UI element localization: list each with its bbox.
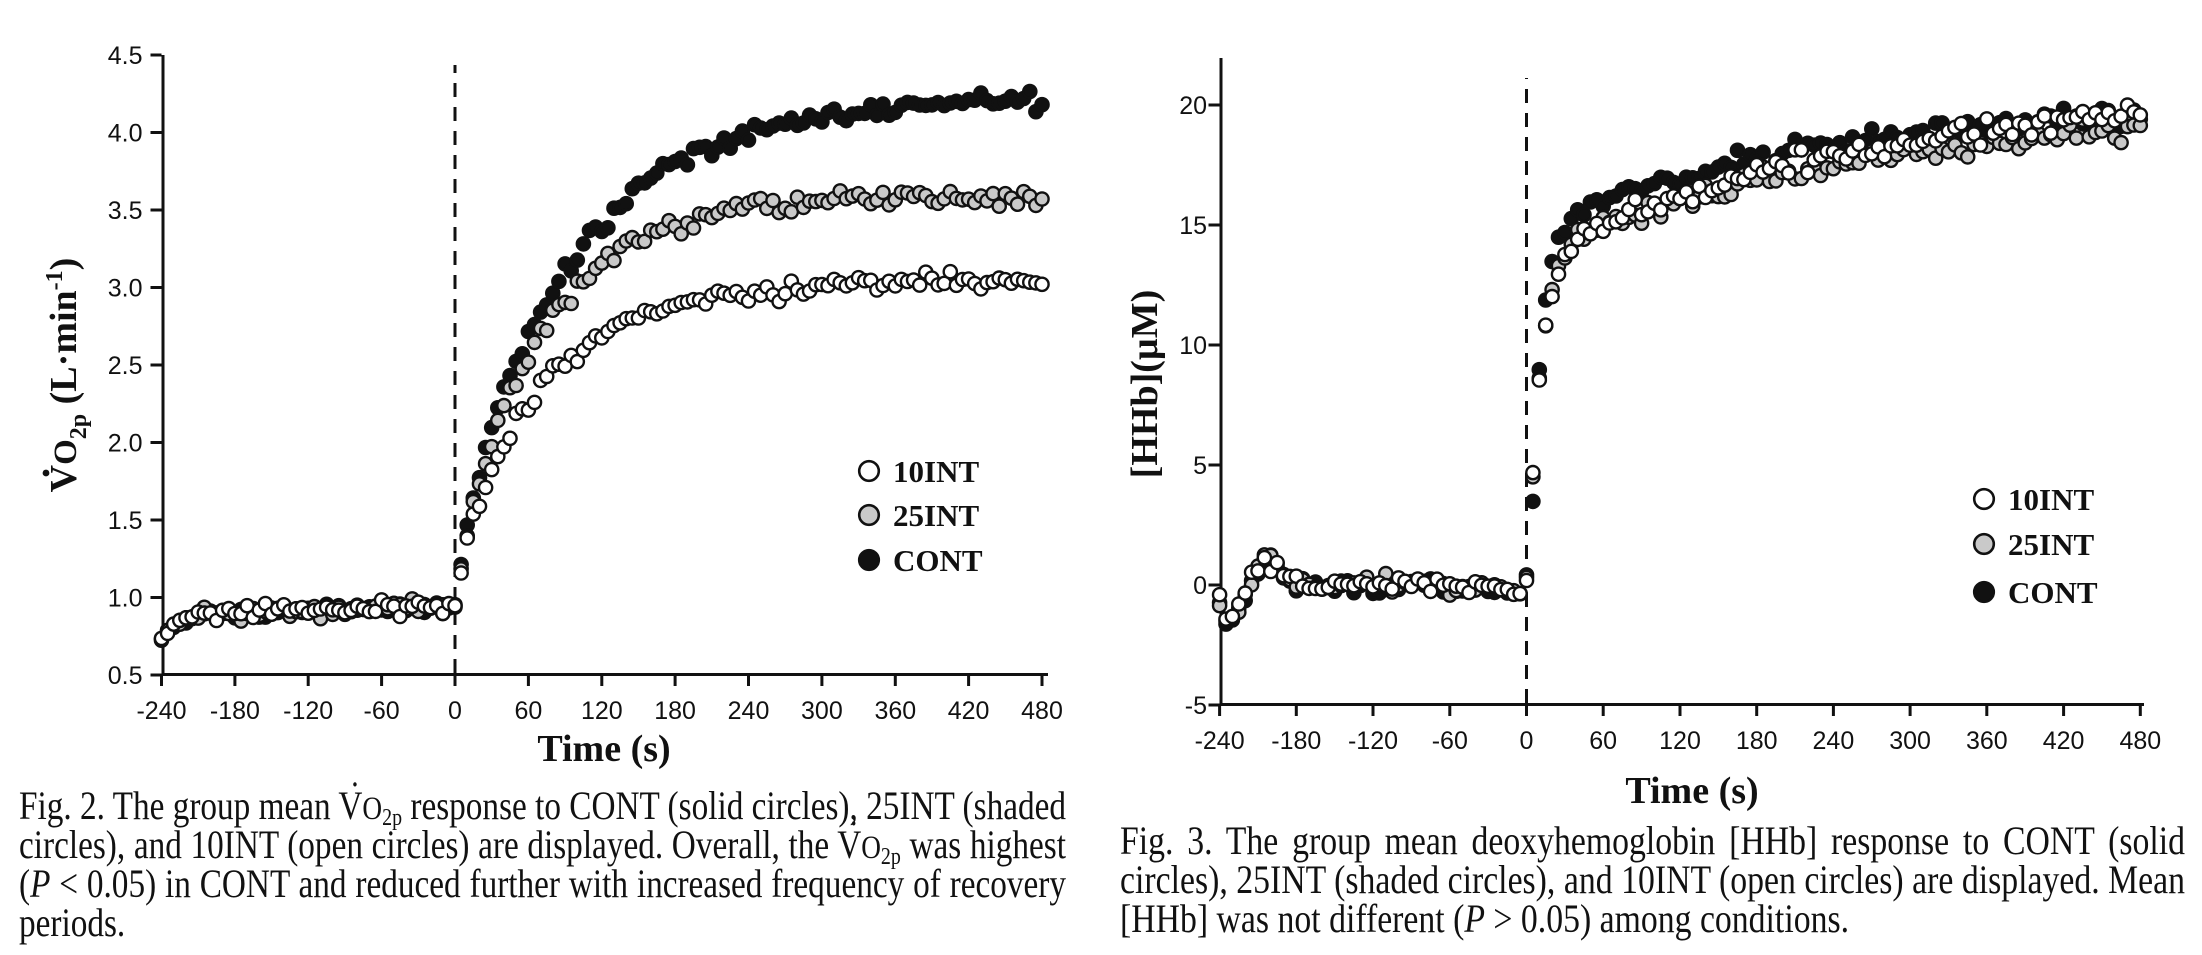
svg-text:-240: -240	[136, 697, 186, 725]
svg-text:15: 15	[1179, 212, 1207, 240]
svg-text:20: 20	[1179, 92, 1207, 120]
svg-text:Time (s): Time (s)	[537, 728, 670, 770]
svg-text:5: 5	[1193, 452, 1207, 480]
svg-text:-180: -180	[210, 697, 260, 725]
svg-text:120: 120	[581, 697, 623, 725]
svg-text:420: 420	[948, 697, 990, 725]
svg-text:0: 0	[1193, 572, 1207, 600]
svg-text:0: 0	[448, 697, 462, 725]
svg-text:-120: -120	[1348, 727, 1398, 755]
svg-text:25INT: 25INT	[893, 498, 979, 533]
svg-text:120: 120	[1659, 727, 1701, 755]
svg-text:240: 240	[728, 697, 770, 725]
svg-text:0.5: 0.5	[108, 662, 143, 690]
svg-text:CONT: CONT	[893, 543, 983, 578]
svg-text:-5: -5	[1185, 692, 1207, 720]
svg-text:2.5: 2.5	[108, 352, 143, 380]
svg-text:180: 180	[1736, 727, 1778, 755]
svg-text:0: 0	[1520, 727, 1534, 755]
svg-text:-180: -180	[1271, 727, 1321, 755]
svg-text:3.0: 3.0	[108, 275, 143, 303]
svg-text:360: 360	[874, 697, 916, 725]
svg-text:60: 60	[514, 697, 542, 725]
svg-text:[HHb](µM): [HHb](µM)	[1124, 290, 1166, 479]
svg-text:180: 180	[654, 697, 696, 725]
svg-text:-60: -60	[364, 697, 400, 725]
svg-text:10INT: 10INT	[893, 454, 979, 489]
svg-text:480: 480	[2119, 727, 2161, 755]
svg-text:-60: -60	[1432, 727, 1468, 755]
svg-text:25INT: 25INT	[2008, 527, 2094, 562]
svg-text:4.0: 4.0	[108, 120, 143, 148]
svg-text:VO2p (L·min-1): VO2p (L·min-1)	[42, 258, 92, 493]
svg-text:360: 360	[1966, 727, 2008, 755]
svg-text:4.5: 4.5	[108, 42, 143, 70]
svg-text:-240: -240	[1195, 727, 1245, 755]
svg-text:60: 60	[1589, 727, 1617, 755]
svg-text:10: 10	[1179, 332, 1207, 360]
svg-text:300: 300	[801, 697, 843, 725]
svg-text:-120: -120	[283, 697, 333, 725]
svg-text:Time (s): Time (s)	[1625, 770, 1758, 812]
svg-text:240: 240	[1813, 727, 1855, 755]
svg-text:1.0: 1.0	[108, 585, 143, 613]
svg-text:10INT: 10INT	[2008, 482, 2094, 517]
svg-text:3.5: 3.5	[108, 197, 143, 225]
svg-text:480: 480	[1021, 697, 1063, 725]
svg-text:CONT: CONT	[2008, 575, 2098, 610]
svg-text:1.5: 1.5	[108, 507, 143, 535]
svg-text:300: 300	[1889, 727, 1931, 755]
svg-text:420: 420	[2043, 727, 2085, 755]
svg-text:2.0: 2.0	[108, 430, 143, 458]
